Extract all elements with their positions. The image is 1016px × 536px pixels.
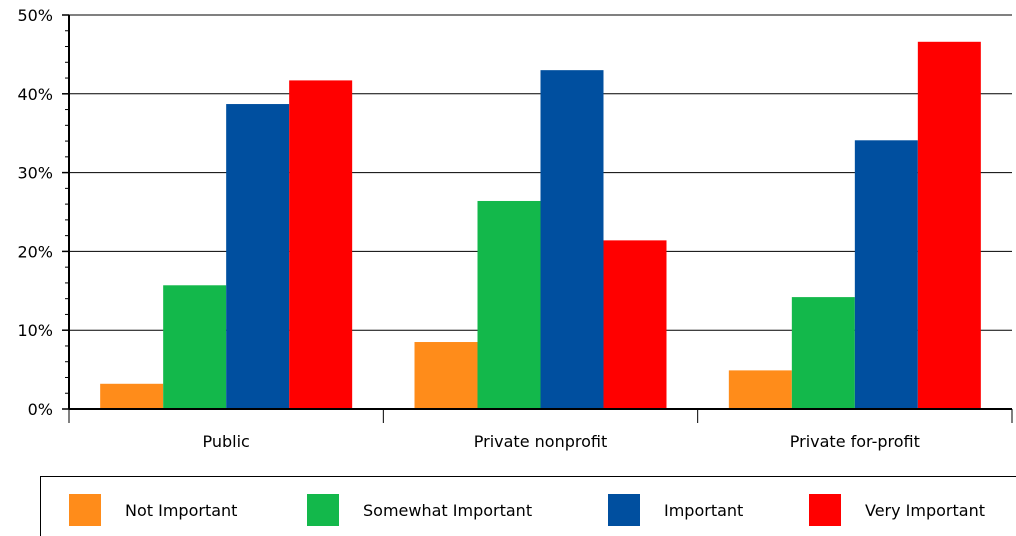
y-tick-label: 20% [17, 242, 53, 261]
bar [603, 240, 667, 409]
legend-item-important: Important [608, 493, 743, 527]
legend-swatch [608, 494, 640, 526]
legend-item-not-important: Not Important [69, 493, 237, 527]
legend-label: Somewhat Important [363, 500, 533, 520]
axes [62, 14, 1013, 423]
y-tick-label: 50% [17, 6, 53, 25]
bar [917, 41, 981, 410]
bar [477, 200, 541, 409]
y-tick-label: 30% [17, 164, 53, 183]
x-tick-label: Private nonprofit [474, 432, 607, 451]
bar [854, 140, 918, 410]
legend-swatch [69, 494, 101, 526]
legend-label: Very Important [865, 500, 985, 520]
y-tick-labels: 0% 10% 20% 30% 40% 50% [17, 6, 53, 419]
y-tick-label: 0% [28, 400, 53, 419]
bars [100, 41, 981, 410]
bar [163, 285, 227, 409]
y-tick-label: 40% [17, 85, 53, 104]
legend-label: Important [664, 500, 744, 520]
legend-item-somewhat-important: Somewhat Important [307, 493, 532, 527]
bar [100, 383, 164, 409]
x-tick-labels: Public Private nonprofit Private for-profi… [202, 432, 919, 451]
x-tick-label: Private for-profit [790, 432, 920, 451]
legend-label: Not Important [125, 500, 238, 520]
bar [791, 297, 855, 409]
bar [728, 370, 792, 409]
bar [540, 70, 604, 409]
bar-chart: 0% 10% 20% 30% 40% 50% Public Private nonprofi… [17, 6, 1013, 451]
bar [414, 342, 478, 409]
bar [289, 80, 353, 410]
legend: Not Important Somewhat Important Importa… [40, 476, 1016, 536]
legend-item-very-important: Very Important [809, 493, 985, 527]
y-tick-label: 10% [17, 321, 53, 340]
legend-swatch [809, 494, 841, 526]
x-tick-label: Public [202, 432, 249, 451]
legend-swatch [307, 494, 339, 526]
bar [226, 104, 290, 409]
